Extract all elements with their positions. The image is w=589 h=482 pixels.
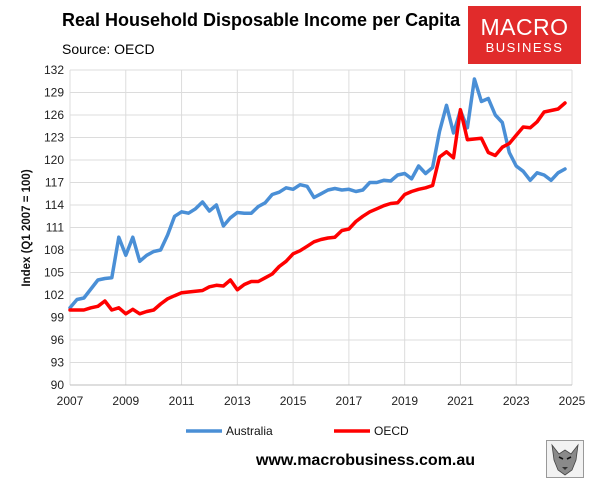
logo-line1: MACRO xyxy=(480,14,569,40)
chart-subtitle: Source: OECD xyxy=(62,41,155,57)
x-tick-label: 2009 xyxy=(112,394,139,408)
series-line-australia xyxy=(68,77,567,310)
footer-url: www.macrobusiness.com.au xyxy=(256,452,476,469)
chart-title: Real Household Disposable Income per Cap… xyxy=(62,10,461,30)
y-tick-label: 123 xyxy=(44,131,64,145)
x-tick-label: 2013 xyxy=(224,394,251,408)
x-tick-label: 2021 xyxy=(447,394,474,408)
y-tick-label: 126 xyxy=(44,108,64,122)
series-line-oecd xyxy=(68,101,567,316)
y-tick-label: 114 xyxy=(45,198,64,212)
y-tick-label: 120 xyxy=(44,153,64,167)
y-tick-label: 90 xyxy=(51,378,65,392)
y-tick-label: 108 xyxy=(44,243,64,257)
wolf-icon xyxy=(546,440,584,478)
y-tick-labels: 90 93 96 99 102 105 108 111 114 117 120 123 126 129 13… xyxy=(44,63,64,392)
series-lines xyxy=(68,77,567,316)
x-tick-label: 2015 xyxy=(280,394,307,408)
x-tick-labels: 2007 2009 2011 2013 2015 2017 2019 2021 2023 2025 xyxy=(57,394,586,408)
x-tick-label: 2007 xyxy=(57,394,84,408)
y-tick-label: 117 xyxy=(45,176,64,190)
legend-label-oecd: OECD xyxy=(374,424,409,438)
macrobusiness-logo: MACRO BUSINESS xyxy=(468,6,581,64)
x-tick-label: 2019 xyxy=(391,394,418,408)
grid-lines xyxy=(69,69,573,385)
y-axis-label: Index (Q1 2007 = 100) xyxy=(21,169,33,286)
y-tick-label: 111 xyxy=(46,221,65,235)
y-tick-label: 129 xyxy=(44,86,64,100)
legend: Australia OECD xyxy=(186,424,409,438)
legend-label-australia: Australia xyxy=(226,424,273,438)
logo-line2: BUSINESS xyxy=(485,40,564,55)
x-tick-label: 2011 xyxy=(169,394,195,408)
y-tick-label: 96 xyxy=(51,333,65,347)
x-tick-label: 2025 xyxy=(559,394,586,408)
x-tick-label: 2023 xyxy=(503,394,530,408)
y-tick-label: 102 xyxy=(44,288,64,302)
x-tick-label: 2017 xyxy=(336,394,363,408)
y-tick-label: 105 xyxy=(44,266,64,280)
y-tick-label: 93 xyxy=(51,356,65,370)
y-tick-label: 99 xyxy=(51,311,65,325)
y-tick-label: 132 xyxy=(44,63,64,77)
